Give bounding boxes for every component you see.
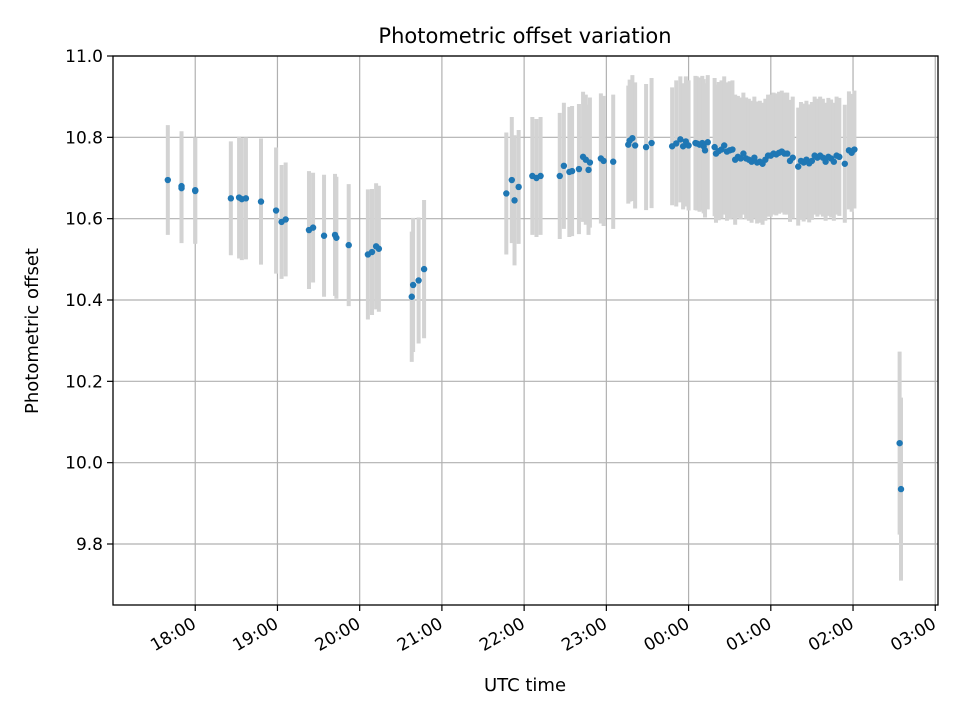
data-point	[515, 183, 522, 191]
data-point	[585, 166, 592, 174]
data-point	[257, 198, 265, 205]
data-point	[556, 172, 563, 180]
data-point	[610, 158, 617, 165]
data-point	[836, 153, 843, 161]
data-point	[795, 163, 802, 170]
data-point	[192, 187, 199, 195]
data-point	[178, 184, 185, 192]
data-point	[420, 265, 428, 273]
data-point	[751, 154, 758, 161]
data-point	[309, 224, 317, 231]
data-point	[679, 143, 687, 150]
data-points	[164, 134, 905, 493]
data-point	[333, 234, 340, 241]
data-point	[368, 248, 376, 256]
data-point	[729, 146, 736, 153]
y-tick-label: 10.6	[65, 210, 103, 230]
data-point	[320, 232, 328, 239]
y-axis-label: Photometric offset	[22, 248, 43, 414]
y-tick-label: 11.0	[65, 47, 103, 67]
chart-title: Photometric offset variation	[378, 24, 671, 48]
data-point	[737, 155, 744, 162]
data-point	[851, 146, 858, 153]
data-point	[711, 143, 718, 151]
data-point	[575, 165, 583, 173]
data-point	[242, 195, 250, 202]
data-point	[629, 134, 636, 142]
data-point	[586, 159, 594, 166]
data-point	[600, 157, 607, 165]
data-point	[740, 150, 747, 157]
y-axis: 9.8 10.0 10.2 10.4 10.6 10.8 11.0	[65, 47, 113, 555]
data-point	[409, 281, 417, 289]
data-point	[673, 140, 680, 147]
data-point	[822, 158, 829, 165]
x-axis-label: UTC time	[484, 675, 566, 696]
data-point	[648, 139, 655, 147]
data-point	[508, 176, 515, 184]
data-point	[704, 139, 711, 146]
data-point	[164, 176, 172, 184]
data-point	[272, 207, 280, 214]
y-tick-label: 10.0	[65, 454, 103, 474]
y-tick-label: 10.8	[65, 128, 103, 148]
data-point	[677, 136, 684, 143]
data-point	[415, 277, 422, 284]
data-point	[721, 142, 728, 149]
y-tick-label: 9.8	[76, 535, 103, 555]
data-point	[789, 154, 796, 161]
data-point	[808, 157, 816, 165]
data-point	[227, 195, 235, 202]
data-point	[841, 160, 849, 167]
y-tick-label: 10.4	[65, 291, 103, 311]
data-point	[631, 142, 639, 149]
data-point	[701, 147, 709, 154]
plot-frame	[112, 55, 939, 606]
data-point	[642, 143, 650, 151]
data-point	[897, 485, 905, 493]
data-point	[830, 158, 838, 165]
y-tick-label: 10.2	[65, 372, 103, 392]
data-point	[784, 150, 791, 157]
data-point	[568, 167, 576, 175]
data-point	[375, 245, 383, 252]
data-point	[511, 197, 518, 204]
data-point	[560, 162, 568, 169]
data-point	[408, 293, 415, 300]
data-point	[503, 190, 510, 197]
data-point	[282, 216, 289, 223]
data-point	[685, 142, 692, 149]
data-point	[537, 172, 544, 180]
data-point	[345, 241, 352, 249]
data-point	[896, 439, 903, 447]
